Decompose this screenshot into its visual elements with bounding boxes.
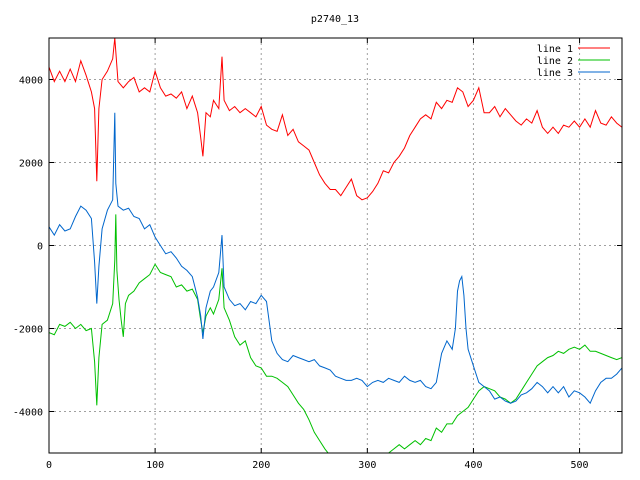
y-tick-label: -2000 [13,325,43,336]
y-tick-label: -4000 [13,408,43,419]
x-tick-label: 100 [146,460,164,471]
x-tick-label: 200 [252,460,270,471]
chart-title: p2740_13 [311,14,359,25]
x-tick-label: 400 [464,460,482,471]
series-lines [49,38,622,453]
legend-label-2: line 2 [537,56,573,67]
x-tick-label: 0 [46,460,52,471]
y-tick-label: 4000 [19,76,43,87]
series-line-1 [49,38,622,201]
legend-label-1: line 1 [537,44,573,55]
series-line-3 [49,112,622,405]
axis-ticks: 0 100 200 300 400 500 -4000 -2000 0 2000 4000 [13,38,622,471]
grid [49,38,622,453]
plot-frame [48,37,623,454]
series-line-2 [49,214,622,453]
y-tick-label: 2000 [19,159,43,170]
x-tick-label: 300 [358,460,376,471]
x-tick-label: 500 [571,460,589,471]
y-tick-label: 0 [37,242,43,253]
legend-label-3: line 3 [537,68,573,79]
